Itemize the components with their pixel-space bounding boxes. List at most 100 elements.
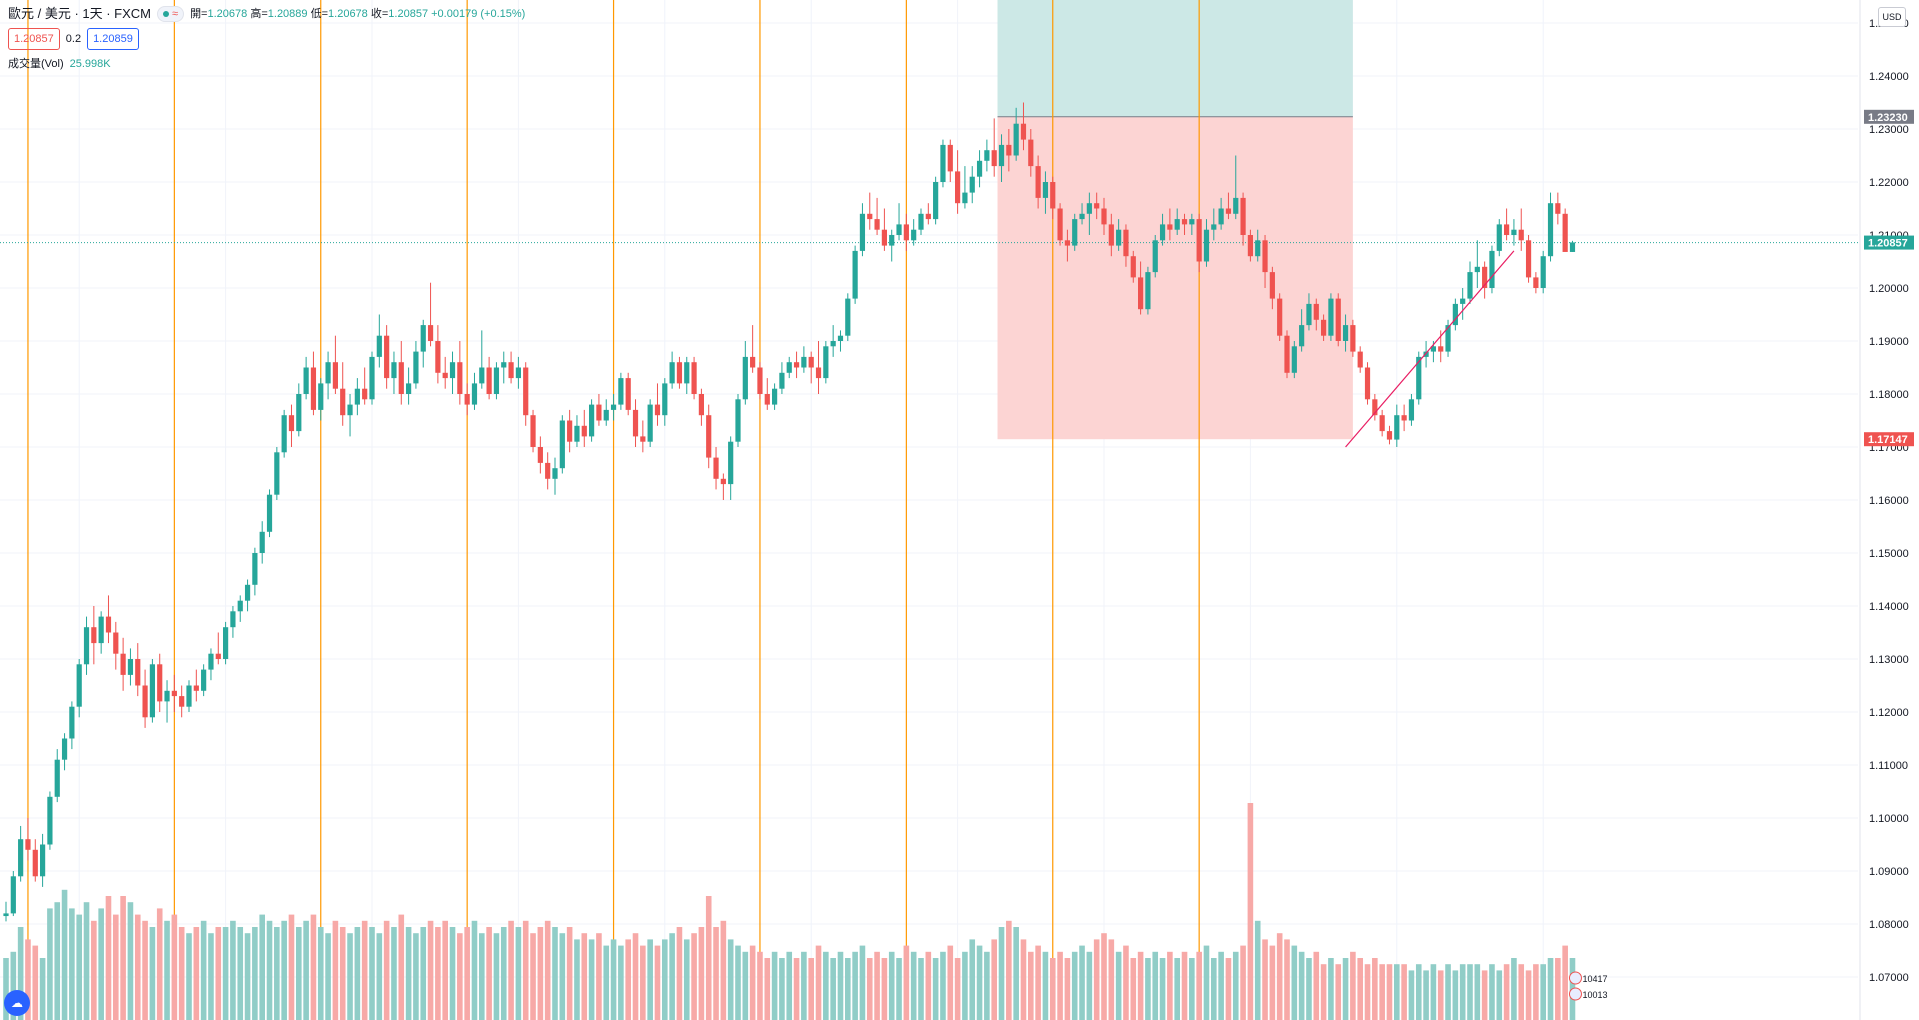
volume-bar xyxy=(662,939,668,1020)
volume-bar xyxy=(1240,945,1246,1020)
volume-bar xyxy=(1459,964,1466,1020)
volume-bar xyxy=(274,927,280,1020)
volume-bar xyxy=(10,951,17,1020)
candle-body xyxy=(559,420,565,469)
volume-bar xyxy=(845,958,851,1020)
volume-bar xyxy=(376,933,383,1020)
volume-bar xyxy=(596,933,602,1020)
candle-body xyxy=(1496,224,1502,251)
candle-body xyxy=(1225,208,1232,214)
volume-bar xyxy=(1364,964,1371,1020)
volume-bar xyxy=(252,927,258,1020)
close-label: 收= xyxy=(370,8,389,20)
currency-button[interactable]: USD xyxy=(1878,7,1906,27)
event-flag-icon xyxy=(1568,971,1582,985)
candle-body xyxy=(398,362,404,394)
market-status-pill[interactable]: ≈ xyxy=(157,6,185,22)
buy-button[interactable]: 1.20859 xyxy=(87,28,139,50)
price-tick-label: 1.20000 xyxy=(1869,283,1909,295)
candle-body xyxy=(442,372,448,379)
volume-bar xyxy=(1152,951,1159,1020)
volume-bar xyxy=(1489,964,1495,1020)
candle-body xyxy=(1335,298,1341,341)
price-tick-label: 1.12000 xyxy=(1869,707,1909,719)
symbol-title[interactable]: 歐元 / 美元 · 1天 · FXCM xyxy=(8,6,152,21)
low-value: 1.20678 xyxy=(328,8,368,20)
price-tick-label: 1.19000 xyxy=(1869,336,1909,348)
volume-bar xyxy=(61,889,68,1020)
candle-body xyxy=(998,144,1005,167)
volume-bar xyxy=(1386,964,1393,1020)
price-marker-box xyxy=(1864,109,1914,124)
volume-bar xyxy=(1028,951,1034,1020)
volume-bar xyxy=(566,927,573,1020)
candle-body xyxy=(779,372,785,389)
candle-body xyxy=(149,664,155,718)
volume-indicator-value: 25.998K xyxy=(69,58,111,70)
volume-bar xyxy=(522,920,529,1020)
price-tick-label: 1.15000 xyxy=(1869,548,1909,560)
volume-bar xyxy=(1093,939,1100,1020)
volume-bar xyxy=(222,927,229,1020)
candle-body xyxy=(25,839,31,850)
volume-bar xyxy=(581,933,588,1020)
candle-body xyxy=(1438,346,1444,352)
volume-bar xyxy=(193,927,200,1020)
candle-body xyxy=(530,415,536,447)
volume-bar xyxy=(420,927,427,1020)
candle-body xyxy=(288,415,295,432)
volume-bar xyxy=(1394,964,1400,1020)
candle-body xyxy=(449,362,456,379)
volume-bar xyxy=(969,939,976,1020)
open-label: 開= xyxy=(190,8,208,20)
volume-bar xyxy=(1430,964,1437,1020)
candle-body xyxy=(223,627,229,659)
volume-bar xyxy=(39,958,46,1020)
volume-bar xyxy=(1555,958,1561,1020)
candle-body xyxy=(1350,325,1356,352)
position-profit-zone xyxy=(997,0,1353,117)
candle-body xyxy=(10,876,16,914)
volume-bar xyxy=(559,933,566,1020)
volume-bar xyxy=(1049,958,1056,1020)
volume-bar xyxy=(625,939,631,1020)
volume-bar xyxy=(1064,958,1071,1020)
volume-bar xyxy=(552,927,558,1020)
volume-bar xyxy=(610,939,617,1020)
volume-bar xyxy=(720,920,727,1020)
volume-bar xyxy=(808,958,814,1020)
sell-button[interactable]: 1.20857 xyxy=(8,28,60,50)
volume-indicator-label[interactable]: 成交量(Vol) xyxy=(8,58,64,70)
candle-body xyxy=(969,176,975,193)
volume-bar xyxy=(918,958,924,1020)
candle-body xyxy=(318,383,324,410)
candle-body xyxy=(1321,319,1327,336)
candle-body xyxy=(1547,203,1554,257)
candle-body xyxy=(1430,346,1436,352)
candle-body xyxy=(1189,219,1195,225)
candle-body xyxy=(1525,240,1532,278)
candle-body xyxy=(1138,277,1144,310)
volume-bar xyxy=(405,927,412,1020)
volume-bar xyxy=(1196,951,1202,1020)
candle-body xyxy=(1013,123,1019,156)
volume-bar xyxy=(735,945,741,1020)
legend-volume-row: 成交量(Vol) 25.998K xyxy=(8,56,525,72)
candle-body xyxy=(1504,224,1510,235)
volume-bar xyxy=(705,896,712,1020)
candle-body xyxy=(1364,367,1371,400)
volume-bar xyxy=(142,920,148,1020)
volume-bar xyxy=(332,920,339,1020)
high-value: 1.20889 xyxy=(267,8,308,20)
volume-bar xyxy=(925,951,932,1020)
candle-body xyxy=(1452,303,1458,326)
candle-body xyxy=(823,346,829,379)
price-tick-label: 1.18000 xyxy=(1869,389,1909,401)
candle-body xyxy=(340,388,346,416)
volume-bar xyxy=(120,896,126,1020)
candle-body xyxy=(1196,219,1202,262)
volume-bar xyxy=(1086,951,1093,1020)
candle-body xyxy=(874,219,880,230)
tradingview-cloud-icon[interactable]: ☁ xyxy=(4,990,30,1016)
